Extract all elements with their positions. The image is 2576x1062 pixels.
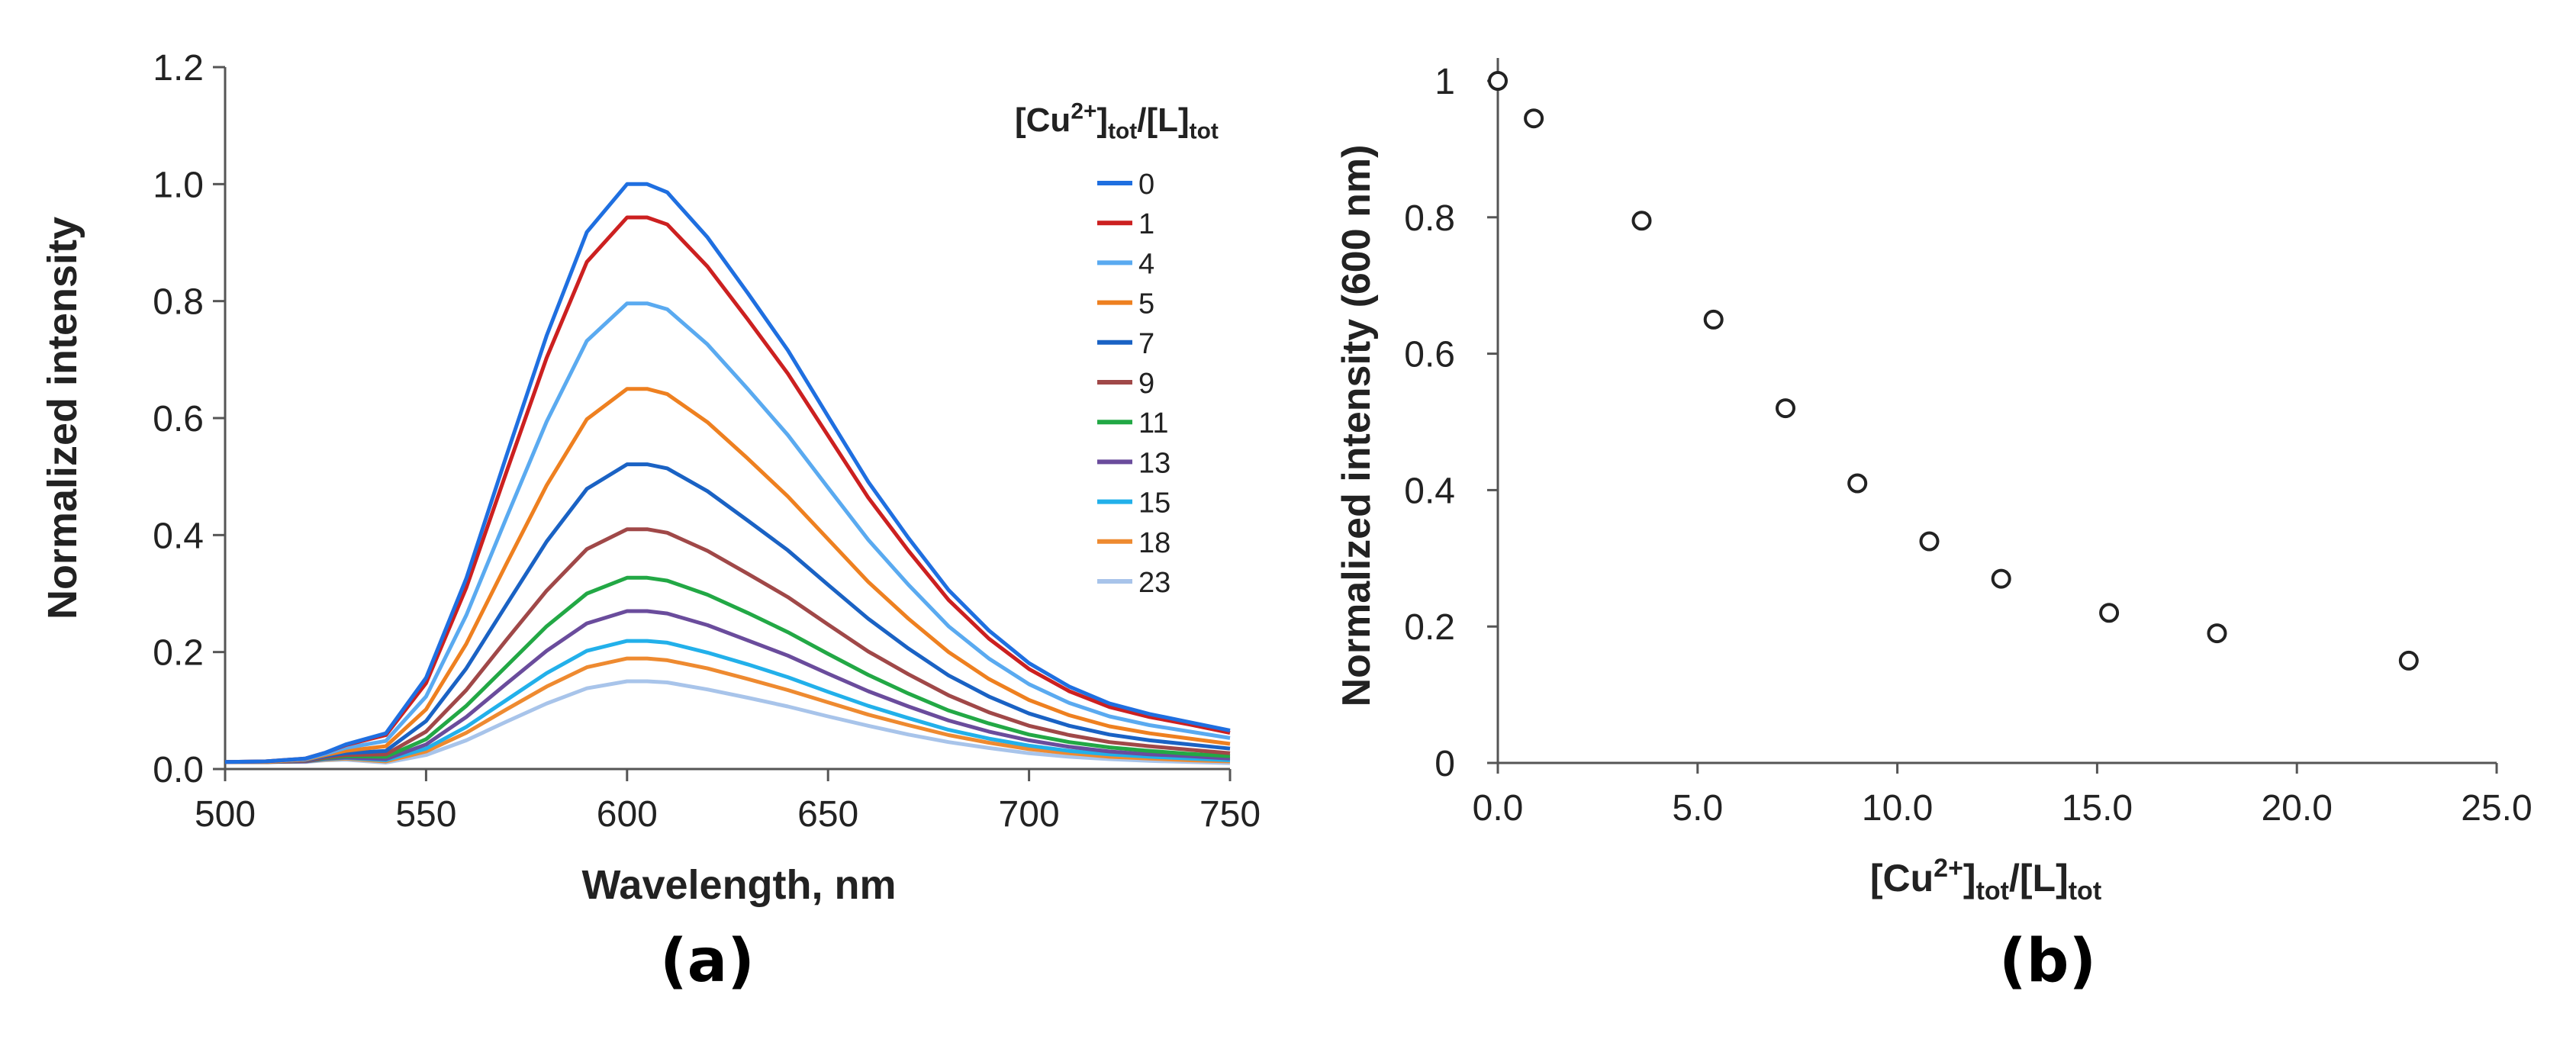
- a-x-tick-label: 500: [195, 794, 256, 835]
- a-legend-label-9: 9: [1138, 368, 1154, 400]
- b-data-point: [2099, 603, 2120, 623]
- a-series-line-4: [224, 301, 1231, 764]
- b-x-tick-label: 25.0: [2461, 788, 2532, 829]
- a-legend-label-18: 18: [1138, 527, 1170, 559]
- a-x-tick-label: 700: [999, 794, 1060, 835]
- b-data-point: [1776, 398, 1795, 419]
- a-y-tick-label: 1.2: [153, 48, 204, 88]
- a-y-tick-label: 1.0: [153, 165, 204, 205]
- b-x-tick-label: 10.0: [1862, 788, 1933, 829]
- b-data-point: [2207, 623, 2227, 644]
- b-data-point: [1524, 108, 1544, 129]
- a-series-line-0: [224, 182, 1231, 764]
- b-y-tick-label: 1: [1435, 62, 1455, 102]
- b-x-tick-label: 15.0: [2062, 788, 2133, 829]
- a-y-tick-label: 0.8: [153, 282, 204, 323]
- b-y-tick-label: 0.4: [1404, 471, 1455, 511]
- b-data-point: [1991, 568, 2011, 589]
- a-legend-label-11: 11: [1138, 407, 1168, 439]
- a-x-tick-label: 650: [797, 794, 858, 835]
- a-legend-label-13: 13: [1138, 447, 1170, 479]
- a-y-axis-label: Normalized intensity: [40, 217, 85, 620]
- chart-b-intensity-vs-ratio: 00.20.40.60.810.0 5.0 10.0 15.0 20.0 25.0[Cu2…: [1335, 58, 2533, 906]
- b-data-point: [1631, 211, 1652, 231]
- b-x-tick-label: 0.0: [1473, 788, 1524, 829]
- a-legend-label-23: 23: [1138, 567, 1170, 599]
- a-y-tick-label: 0.4: [153, 516, 204, 556]
- b-y-tick-label: 0.6: [1404, 335, 1455, 375]
- b-data-point: [1488, 71, 1508, 91]
- a-legend-label-4: 4: [1138, 248, 1154, 280]
- b-y-tick-label: 0.2: [1404, 607, 1455, 648]
- a-series-line-9: [225, 527, 1231, 764]
- b-y-tick-label: 0.8: [1404, 198, 1455, 239]
- a-y-tick-label: 0.2: [153, 633, 204, 674]
- a-x-tick-label: 600: [597, 794, 658, 835]
- a-series-line-1: [224, 215, 1231, 764]
- b-x-tick-label: 20.0: [2261, 788, 2332, 829]
- b-data-point: [1703, 309, 1724, 330]
- a-series-line-7: [225, 462, 1231, 764]
- panel-label-a: (a): [660, 927, 755, 996]
- a-legend-title: [Cu2+]tot/[L]tot: [1015, 98, 1219, 143]
- a-legend-label-1: 1: [1138, 208, 1154, 240]
- a-legend-label-15: 15: [1138, 488, 1170, 520]
- panel-label-b: (b): [1999, 927, 2097, 996]
- b-y-tick-label: 0: [1435, 744, 1455, 784]
- b-data-point: [1847, 473, 1868, 494]
- b-data-point: [1919, 531, 1940, 552]
- a-series-line-5: [225, 387, 1231, 764]
- a-x-tick-label: 750: [1199, 794, 1261, 835]
- b-x-tick-label: 5.0: [1672, 788, 1723, 829]
- b-data-point: [2398, 650, 2419, 671]
- a-y-tick-label: 0.0: [153, 750, 204, 790]
- a-legend-label-0: 0: [1138, 169, 1154, 201]
- a-x-axis-label: Wavelength, nm: [581, 862, 896, 908]
- a-legend-label-5: 5: [1138, 288, 1154, 320]
- a-x-tick-label: 550: [395, 794, 456, 835]
- a-y-tick-label: 0.6: [153, 399, 204, 439]
- a-legend-label-7: 7: [1138, 328, 1154, 360]
- b-x-axis-label: [Cu2+]tot/[L]tot: [1870, 854, 2101, 906]
- b-y-axis-label: Normalized intensity (600 nm): [1335, 145, 1379, 707]
